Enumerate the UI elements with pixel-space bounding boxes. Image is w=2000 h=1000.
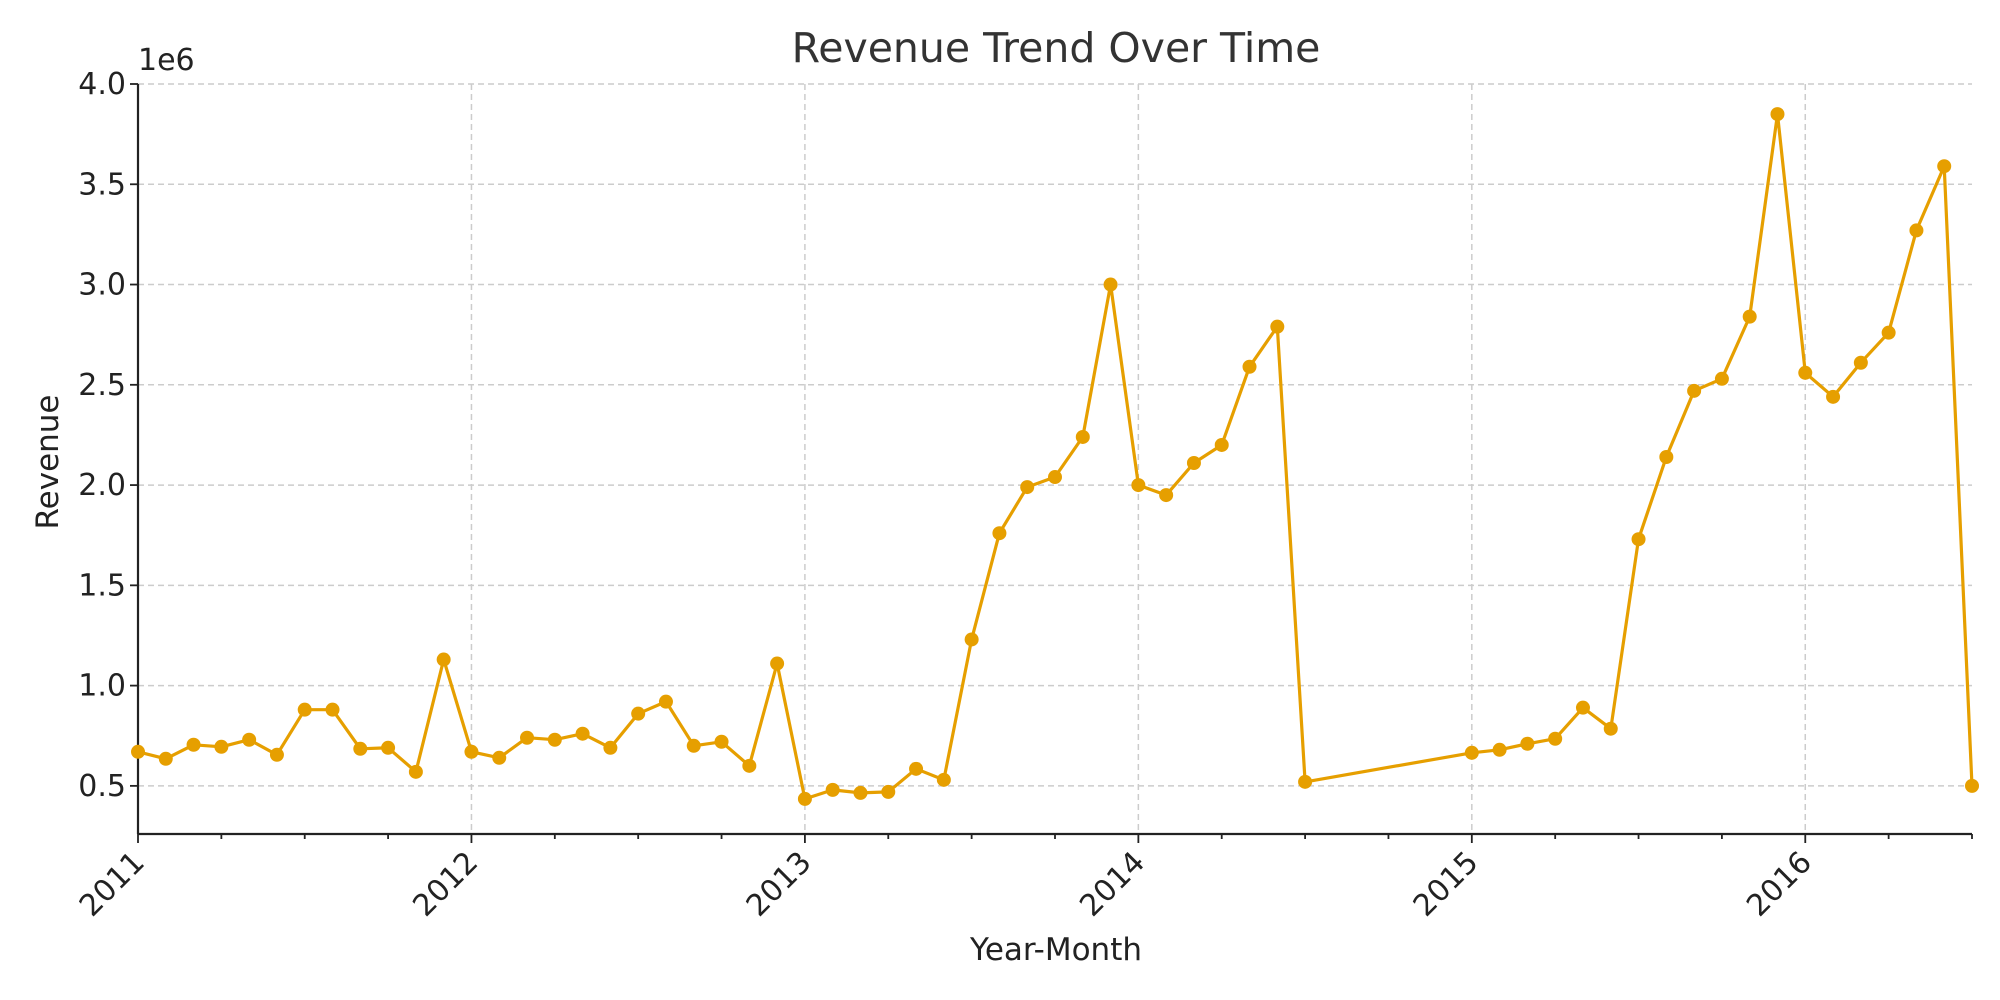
data-point (1270, 319, 1285, 334)
data-point (1798, 365, 1813, 380)
data-point (353, 741, 368, 756)
x-tick-label: 2013 (740, 845, 819, 924)
data-point (1631, 532, 1646, 547)
data-point (1159, 488, 1174, 503)
data-point (1464, 745, 1479, 760)
data-point (1742, 309, 1757, 324)
data-point (1131, 478, 1146, 493)
chart-title: Revenue Trend Over Time (792, 24, 1321, 72)
data-point (269, 747, 284, 762)
data-point (381, 740, 396, 755)
data-point (1770, 107, 1785, 122)
series-line (137, 112, 1974, 801)
y-tick-label: 3.5 (78, 167, 126, 202)
data-point (575, 726, 590, 741)
data-point (1103, 277, 1118, 292)
data-point (909, 761, 924, 776)
grid-layer (137, 83, 1972, 834)
data-point (1714, 371, 1729, 386)
data-point (1687, 383, 1702, 398)
data-point (742, 758, 757, 773)
data-point (1548, 731, 1563, 746)
data-point (603, 740, 618, 755)
data-point (158, 751, 173, 766)
data-point (1020, 480, 1035, 495)
data-point (714, 734, 729, 749)
data-point (520, 730, 535, 745)
data-point (186, 737, 201, 752)
data-point (1965, 778, 1979, 793)
y-tick-label: 2.0 (78, 468, 126, 503)
data-point (658, 694, 673, 709)
data-point (1242, 359, 1257, 374)
data-point (1853, 355, 1868, 370)
data-point (1075, 429, 1090, 444)
x-tick-label: 2015 (1407, 845, 1486, 924)
data-point (1214, 437, 1229, 452)
data-point (492, 750, 507, 765)
data-point (1520, 736, 1535, 751)
x-tick-label: 2016 (1740, 845, 1819, 924)
data-point (825, 782, 840, 797)
data-point (964, 632, 979, 647)
x-tick-label: 2012 (406, 845, 485, 924)
axes-layer (136, 84, 1972, 836)
data-point (797, 791, 812, 806)
data-point (1659, 449, 1674, 464)
data-point (1603, 721, 1618, 736)
data-point (242, 732, 257, 747)
data-point (1826, 389, 1841, 404)
data-point (881, 784, 896, 799)
data-point (547, 732, 562, 747)
data-point (631, 706, 646, 721)
data-point (325, 702, 340, 717)
data-point (992, 526, 1007, 541)
y-axis-label: Revenue (30, 394, 66, 529)
data-point (131, 744, 145, 759)
data-point (464, 744, 479, 759)
data-point (1492, 742, 1507, 757)
data-point (1909, 223, 1924, 238)
data-point (853, 785, 868, 800)
data-point (686, 738, 701, 753)
y-tick-label: 1.0 (78, 669, 126, 704)
data-point (297, 702, 312, 717)
y-tick-label: 0.5 (78, 769, 126, 804)
series-layer (131, 107, 1979, 806)
data-point (936, 772, 951, 787)
data-point (408, 764, 423, 779)
x-tick-label: 2014 (1073, 845, 1152, 924)
data-point (770, 656, 785, 671)
y-tick-label: 4.0 (78, 67, 126, 102)
y-tick-label: 3.0 (78, 268, 126, 303)
data-point (1298, 774, 1313, 789)
y-tick-label: 2.5 (78, 368, 126, 403)
data-point (1186, 456, 1201, 471)
data-point (1575, 700, 1590, 715)
data-point (1937, 159, 1952, 174)
data-point (1881, 325, 1896, 340)
x-tick-label: 2011 (73, 845, 152, 924)
data-point (436, 652, 451, 667)
data-point (214, 739, 229, 754)
y-scale-label: 1e6 (138, 43, 195, 78)
data-point (1048, 470, 1062, 485)
x-axis-label: Year-Month (969, 932, 1142, 968)
y-tick-label: 1.5 (78, 568, 126, 603)
